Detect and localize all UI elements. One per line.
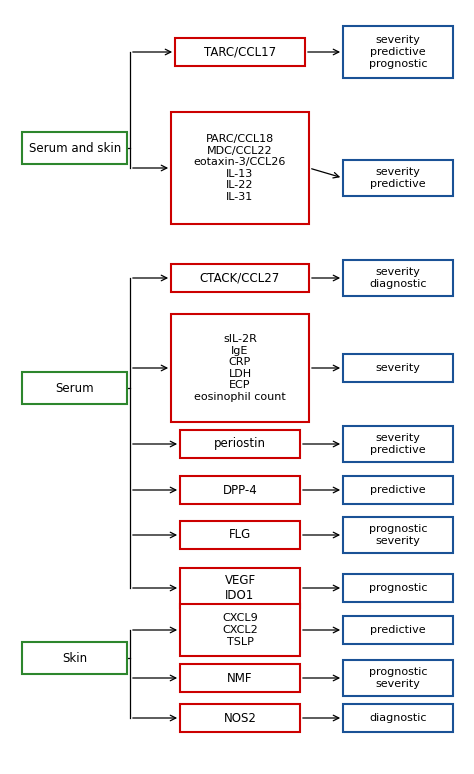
- Text: DPP-4: DPP-4: [223, 484, 257, 496]
- FancyBboxPatch shape: [180, 430, 300, 458]
- FancyBboxPatch shape: [343, 616, 453, 644]
- FancyBboxPatch shape: [180, 704, 300, 732]
- Text: predictive: predictive: [370, 485, 426, 495]
- FancyBboxPatch shape: [22, 372, 128, 404]
- Text: periostin: periostin: [214, 437, 266, 450]
- FancyBboxPatch shape: [343, 476, 453, 504]
- FancyBboxPatch shape: [180, 568, 300, 608]
- Text: severity
diagnostic: severity diagnostic: [369, 267, 427, 289]
- Text: Serum: Serum: [55, 382, 94, 395]
- FancyBboxPatch shape: [343, 574, 453, 602]
- FancyBboxPatch shape: [22, 132, 128, 164]
- FancyBboxPatch shape: [343, 354, 453, 382]
- Text: CTACK/CCL27: CTACK/CCL27: [200, 272, 280, 285]
- Text: VEGF
IDO1: VEGF IDO1: [224, 574, 255, 602]
- Text: prognostic
severity: prognostic severity: [369, 524, 427, 546]
- FancyBboxPatch shape: [171, 112, 309, 224]
- FancyBboxPatch shape: [180, 521, 300, 549]
- FancyBboxPatch shape: [180, 604, 300, 656]
- Text: FLG: FLG: [229, 529, 251, 542]
- Text: severity
predictive
prognostic: severity predictive prognostic: [369, 36, 427, 69]
- FancyBboxPatch shape: [180, 664, 300, 692]
- Text: severity: severity: [375, 363, 420, 373]
- Text: prognostic: prognostic: [369, 583, 427, 593]
- FancyBboxPatch shape: [171, 264, 309, 292]
- FancyBboxPatch shape: [180, 476, 300, 504]
- FancyBboxPatch shape: [343, 704, 453, 732]
- Text: sIL-2R
IgE
CRP
LDH
ECP
eosinophil count: sIL-2R IgE CRP LDH ECP eosinophil count: [194, 334, 286, 402]
- Text: prognostic
severity: prognostic severity: [369, 667, 427, 689]
- Text: diagnostic: diagnostic: [369, 713, 427, 723]
- FancyBboxPatch shape: [343, 660, 453, 696]
- Text: Serum and skin: Serum and skin: [29, 142, 121, 155]
- Text: severity
predictive: severity predictive: [370, 167, 426, 189]
- FancyBboxPatch shape: [343, 260, 453, 296]
- FancyBboxPatch shape: [171, 314, 309, 422]
- Text: CXCL9
CXCL2
TSLP: CXCL9 CXCL2 TSLP: [222, 614, 258, 646]
- FancyBboxPatch shape: [343, 426, 453, 462]
- Text: NOS2: NOS2: [224, 711, 256, 724]
- Text: predictive: predictive: [370, 625, 426, 635]
- FancyBboxPatch shape: [343, 26, 453, 78]
- Text: TARC/CCL17: TARC/CCL17: [204, 46, 276, 59]
- Text: NMF: NMF: [227, 672, 253, 684]
- FancyBboxPatch shape: [22, 642, 128, 674]
- Text: Skin: Skin: [63, 652, 88, 665]
- FancyBboxPatch shape: [343, 160, 453, 196]
- Text: PARC/CCL18
MDC/CCL22
eotaxin-3/CCL26
IL-13
IL-22
IL-31: PARC/CCL18 MDC/CCL22 eotaxin-3/CCL26 IL-…: [194, 134, 286, 202]
- FancyBboxPatch shape: [175, 38, 305, 66]
- Text: severity
predictive: severity predictive: [370, 433, 426, 455]
- FancyBboxPatch shape: [343, 517, 453, 553]
